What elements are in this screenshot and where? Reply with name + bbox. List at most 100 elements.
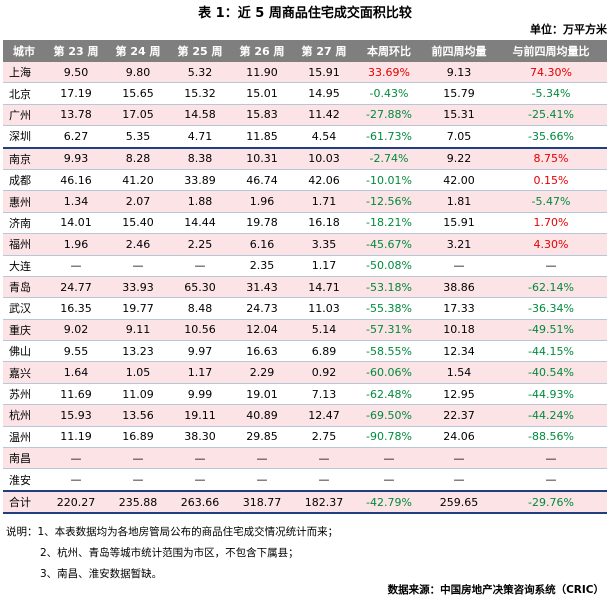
week27-cell: 2.75 <box>293 426 355 449</box>
city-cell: 武汉 <box>3 297 45 320</box>
table-row: 青岛 24.77 33.93 65.30 31.43 14.71 -53.18% 38.86-… <box>3 276 607 299</box>
week27-cell: 0.92 <box>293 361 355 384</box>
city-cell: 佛山 <box>3 340 45 363</box>
table-row: 惠州 1.34 2.07 1.88 1.96 1.71 -12.56% 1.81 -5.47% <box>3 190 607 213</box>
week25-cell: 8.48 <box>169 297 231 320</box>
table-row: 南京 9.93 8.28 8.38 10.31 10.03 -2.74% 9.22 8.75% <box>3 147 607 170</box>
week27-cell: 42.06 <box>293 169 355 192</box>
week27-cell: — <box>293 468 355 492</box>
week24-cell: — <box>107 255 169 277</box>
week25-cell: 2.25 <box>169 233 231 256</box>
city-cell: 惠州 <box>3 190 45 213</box>
table-row: 嘉兴 1.64 1.05 1.17 2.29 0.92 -60.06% 1.54 -40.54% <box>3 361 607 384</box>
week24-cell: 5.35 <box>107 125 169 149</box>
city-cell: 南京 <box>3 147 45 170</box>
vs-avg4-cell: -36.34% <box>495 297 607 320</box>
avg4-cell: — <box>423 468 495 492</box>
week27-cell: 4.54 <box>293 125 355 149</box>
avg4-cell: 15.31 <box>423 104 495 127</box>
wow-cell: -90.78% <box>355 426 423 449</box>
avg4-cell: 9.13 <box>423 62 495 84</box>
table-row: 佛山 9.55 13.23 9.97 16.63 6.89 -58.55% 12.34 -44.… <box>3 340 607 363</box>
city-cell: 福州 <box>3 233 45 256</box>
week25-cell: 8.38 <box>169 147 231 170</box>
week25-cell: 10.56 <box>169 319 231 342</box>
week24-cell: — <box>107 447 169 470</box>
vs-avg4-cell: -29.76% <box>495 489 607 515</box>
week24-cell: 9.11 <box>107 319 169 342</box>
city-cell: 青岛 <box>3 276 45 299</box>
week25-cell: 9.97 <box>169 340 231 363</box>
avg4-cell: 12.34 <box>423 340 495 363</box>
week27-cell: 11.42 <box>293 104 355 127</box>
week25-cell: — <box>169 255 231 277</box>
avg4-cell: — <box>423 255 495 277</box>
city-cell: 广州 <box>3 104 45 127</box>
table-row: 大连 — — —2.35 1.17 -50.08% — — <box>3 255 607 277</box>
avg4-cell: 38.86 <box>423 276 495 299</box>
total-row: 合计 220.27 235.88 263.66 318.77 182.37 -42.79% 2… <box>3 489 607 515</box>
avg4-cell: 22.37 <box>423 404 495 427</box>
week25-cell: 1.17 <box>169 361 231 384</box>
table-row: 武汉 16.35 19.77 8.48 24.73 11.03 -55.38% 17.33 -3… <box>3 297 607 320</box>
week26-cell: 2.35 <box>231 255 293 277</box>
week27-cell: 6.89 <box>293 340 355 363</box>
avg4-cell: 42.00 <box>423 169 495 192</box>
week23-cell: 9.02 <box>45 319 107 342</box>
wow-cell: -53.18% <box>355 276 423 299</box>
vs-avg4-cell: -35.66% <box>495 125 607 149</box>
table-row: 深圳 6.27 5.35 4.71 11.85 4.54 -61.73% 7.05 -35.66… <box>3 125 607 149</box>
week26-cell: 19.78 <box>231 212 293 235</box>
week24-cell: — <box>107 468 169 492</box>
vs-avg4-cell: -25.41% <box>495 104 607 127</box>
wow-cell: -27.88% <box>355 104 423 127</box>
city-cell: 重庆 <box>3 319 45 342</box>
table-row: 广州 13.78 17.05 14.58 15.83 11.42 -27.88% 15.31-… <box>3 104 607 127</box>
table-row: 济南 14.01 15.40 14.44 19.78 16.18 -18.21% 15.91 1… <box>3 212 607 235</box>
vs-avg4-cell: -44.93% <box>495 383 607 406</box>
vs-avg4-cell: 0.15% <box>495 169 607 192</box>
week26-cell: 11.85 <box>231 125 293 149</box>
week24-cell: 15.65 <box>107 82 169 105</box>
week23-cell: 220.27 <box>45 489 107 515</box>
table-row: 成都 46.16 41.20 33.89 46.74 42.06 -10.01% 42.00 0… <box>3 169 607 192</box>
week27-cell: 7.13 <box>293 383 355 406</box>
week25-cell: 15.32 <box>169 82 231 105</box>
week23-cell: — <box>45 468 107 492</box>
unit-label: 单位：万平方米 <box>530 23 607 36</box>
avg4-cell: 10.18 <box>423 319 495 342</box>
week26-cell: 40.89 <box>231 404 293 427</box>
note-1: 说明：1、本表数据均为各地房管局公布的商品住宅成交情况统计而来； <box>6 526 339 538</box>
table-row: 北京 17.19 15.65 15.32 15.01 14.95 -0.43% 15.79 -5… <box>3 82 607 105</box>
data-source: 数据来源：中国房地产决策咨询系统（CRIC） <box>387 584 604 596</box>
col-header-week25: 第 25 周 <box>169 40 231 62</box>
col-header-vs-avg4: 与前四周均量比 <box>495 40 607 62</box>
vs-avg4-cell: 8.75% <box>495 147 607 170</box>
week26-cell: 6.16 <box>231 233 293 256</box>
week25-cell: 14.58 <box>169 104 231 127</box>
table-body: 上海 9.50 9.80 5.32 11.90 15.91 33.69% 9.13 74.30%… <box>3 62 607 515</box>
vs-avg4-cell: -44.15% <box>495 340 607 363</box>
table-title: 表 1：近 5 周商品住宅成交面积比较 <box>198 6 412 21</box>
vs-avg4-cell: 4.30% <box>495 233 607 256</box>
week25-cell: 1.88 <box>169 190 231 213</box>
col-header-week23: 第 23 周 <box>45 40 107 62</box>
city-cell: 合计 <box>3 489 45 515</box>
week27-cell: 16.18 <box>293 212 355 235</box>
col-header-week27: 第 27 周 <box>293 40 355 62</box>
week23-cell: 15.93 <box>45 404 107 427</box>
week27-cell: 1.71 <box>293 190 355 213</box>
week26-cell: — <box>231 468 293 492</box>
avg4-cell: 259.65 <box>423 489 495 515</box>
table-header-row: 城市 第 23 周 第 24 周 第 25 周 第 26 周 第 27 周 本周… <box>3 40 607 62</box>
wow-cell: -18.21% <box>355 212 423 235</box>
week25-cell: 5.32 <box>169 62 231 84</box>
week24-cell: 2.46 <box>107 233 169 256</box>
wow-cell: -61.73% <box>355 125 423 149</box>
week27-cell: 10.03 <box>293 147 355 170</box>
note-3: 3、南昌、淮安数据暂缺。 <box>40 568 163 580</box>
table-row: 淮安 — — — — — — — — <box>3 468 607 492</box>
week23-cell: 11.69 <box>45 383 107 406</box>
week23-cell: 17.19 <box>45 82 107 105</box>
city-cell: 深圳 <box>3 125 45 149</box>
